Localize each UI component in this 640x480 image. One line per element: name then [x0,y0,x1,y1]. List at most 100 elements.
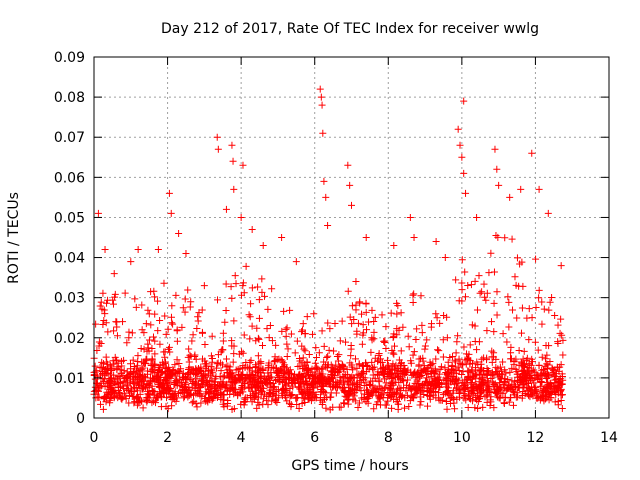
data-point [347,389,355,397]
data-point [163,373,171,381]
data-point [473,306,481,314]
data-point [137,344,145,352]
data-point [450,396,458,404]
data-point [492,355,500,363]
data-point [91,375,99,383]
data-point [516,260,524,268]
data-point [386,381,394,389]
data-point [236,375,244,383]
data-point [257,358,265,366]
data-point [97,382,105,390]
data-point [353,364,361,372]
data-point [237,348,245,356]
data-point [444,381,452,389]
data-point [134,246,142,254]
data-point [139,404,147,412]
data-point [406,213,414,221]
data-point [94,387,102,395]
data-point [173,326,181,334]
data-point [154,297,162,305]
data-point [209,390,217,398]
data-point [317,379,325,387]
data-point [545,342,553,350]
data-point [101,246,109,254]
data-point [342,338,350,346]
data-point [454,125,462,133]
data-point [466,341,474,349]
data-point [229,157,237,165]
data-point [141,359,149,367]
data-point [365,365,373,373]
data-point [91,362,99,370]
data-point [282,332,290,340]
data-point [242,262,250,270]
data-point [148,367,156,375]
data-point [421,342,429,350]
data-point [230,390,238,398]
data-point [243,374,251,382]
data-point [478,288,486,296]
data-point [395,373,403,381]
data-point [254,352,262,360]
data-point [417,398,425,406]
data-point [278,327,286,335]
data-point [461,268,469,276]
data-point [260,372,268,380]
data-point [237,213,245,221]
data-point [528,314,536,322]
y-tick-label: 0 [76,411,85,427]
data-point [140,329,148,337]
data-point [93,380,101,388]
data-point [362,386,370,394]
data-points [90,85,567,414]
data-point [155,379,163,387]
data-point [467,379,475,387]
data-point [421,345,429,353]
data-point [340,400,348,408]
data-point [348,320,356,328]
data-point [475,272,483,280]
data-point [416,401,424,409]
data-point [217,367,225,375]
data-point [389,334,397,342]
data-point [139,364,147,372]
data-point [415,371,423,379]
data-point [380,385,388,393]
data-point [401,371,409,379]
data-point [430,369,438,377]
data-point [239,349,247,357]
data-point [164,325,172,333]
data-point [212,364,220,372]
data-point [388,404,396,412]
data-point [439,353,447,361]
data-point [283,324,291,332]
data-point [182,250,190,258]
data-point [348,363,356,371]
data-point [334,369,342,377]
data-point [293,400,301,408]
data-point [525,392,533,400]
data-point [535,294,543,302]
data-point [473,385,481,393]
data-point [156,388,164,396]
data-point [295,354,303,362]
data-point [383,366,391,374]
data-point [552,375,560,383]
data-point [94,393,102,401]
data-point [228,384,236,392]
data-point [387,369,395,377]
data-point [181,372,189,380]
data-point [401,404,409,412]
data-point [533,371,541,379]
data-point [545,306,553,314]
data-point [92,320,100,328]
data-point [458,256,466,264]
data-point [530,366,538,374]
data-point [358,310,366,318]
data-point [344,287,352,295]
data-point [369,377,377,385]
data-point [350,385,358,393]
data-point [482,381,490,389]
data-point [450,368,458,376]
data-point [460,169,468,177]
